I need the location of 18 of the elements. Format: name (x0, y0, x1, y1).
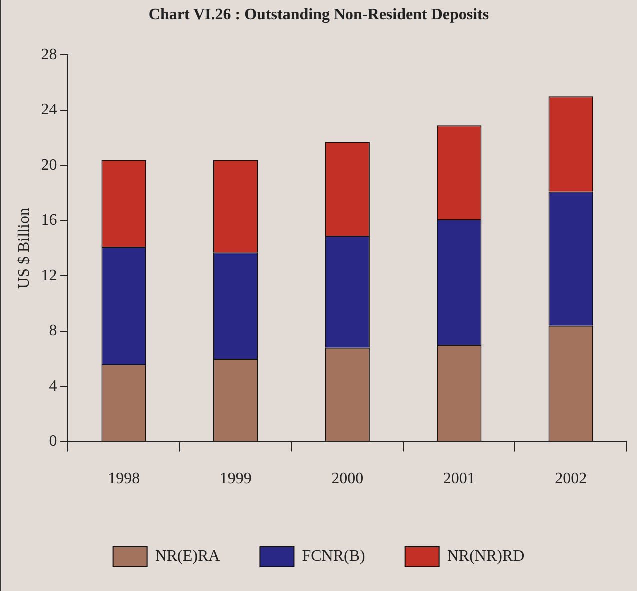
y-tick-label: 20 (41, 156, 58, 174)
x-tick-label: 1998 (108, 470, 140, 488)
legend-label: FCNR(B) (302, 548, 366, 566)
legend-label: NR(E)RA (155, 548, 221, 566)
y-axis-title: US $ Billion (16, 208, 33, 289)
y-tick-label: 24 (41, 102, 58, 119)
y-tick-label: 0 (49, 433, 58, 450)
x-tick-label: 2000 (332, 470, 364, 488)
y-tick-label: 8 (49, 322, 58, 340)
x-tick-label: 1999 (220, 470, 252, 488)
legend-label: NR(NR)RD (447, 548, 525, 566)
x-tick-label: 2001 (443, 470, 476, 488)
chart-title: Chart VI.26 : Outstanding Non-Resident Deposits (148, 6, 490, 24)
y-tick-label: 4 (49, 378, 58, 395)
y-tick-label: 16 (41, 212, 58, 230)
x-tick-label: 2002 (555, 470, 588, 488)
y-tick-label: 28 (41, 46, 58, 64)
y-tick-label: 12 (41, 267, 58, 284)
